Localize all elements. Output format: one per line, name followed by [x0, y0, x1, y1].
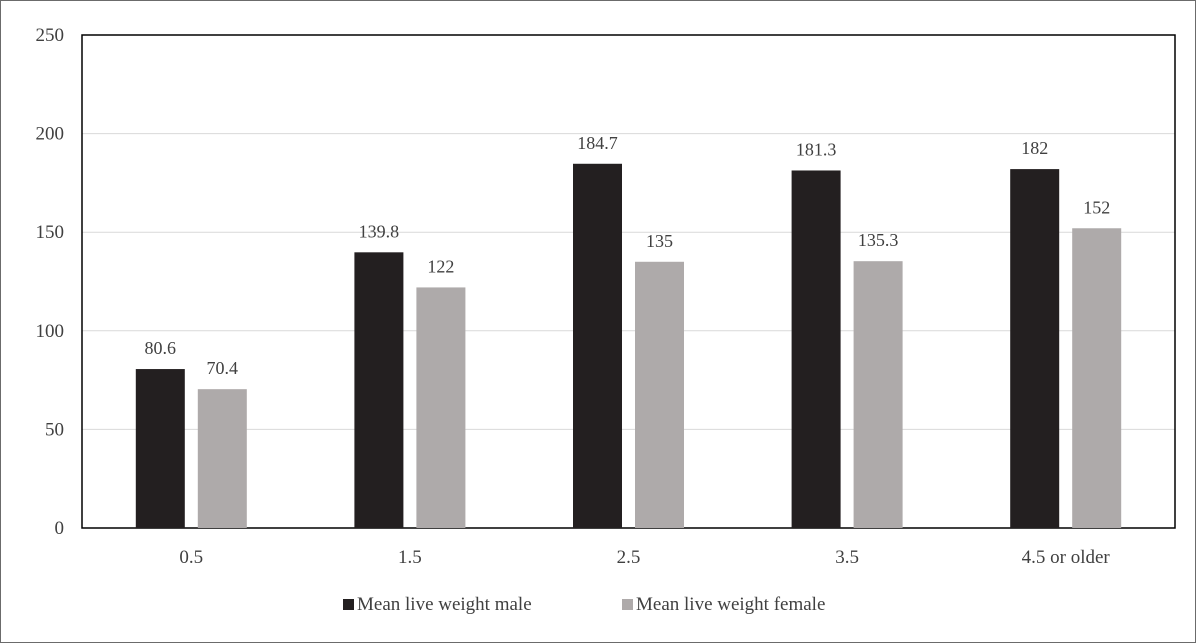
data-label: 135 [646, 231, 673, 251]
data-label: 80.6 [145, 338, 177, 358]
bar-male [354, 252, 404, 529]
legend-swatch [622, 599, 633, 610]
bar-female [1072, 228, 1122, 529]
bar-male [135, 369, 185, 528]
y-tick-label: 100 [36, 321, 65, 342]
legend-label: Mean live weight female [636, 594, 825, 615]
bar-female [416, 287, 466, 528]
x-tick-label: 4.5 or older [1022, 547, 1111, 568]
legend: Mean live weight male Mean live weight fe… [343, 594, 825, 615]
plot-area-border [81, 34, 1176, 529]
y-tick-label: 250 [36, 25, 65, 46]
bar-male [791, 170, 841, 529]
x-axis-ticks: 0.5 1.5 2.5 3.5 4.5 or older [179, 547, 1110, 568]
bar-male [1010, 169, 1060, 528]
x-tick-label: 0.5 [179, 547, 203, 568]
data-label: 184.7 [577, 133, 618, 153]
data-label: 70.4 [207, 358, 239, 378]
data-label: 122 [427, 256, 454, 276]
bar-female [853, 261, 903, 528]
legend-swatch [343, 599, 354, 610]
data-labels: 80.6 139.8 184.7 181.3 182 70.4 122 135 135.3 152 [145, 133, 1111, 378]
bar-female [197, 389, 247, 528]
x-tick-label: 2.5 [617, 547, 641, 568]
x-tick-label: 1.5 [398, 547, 422, 568]
legend-label: Mean live weight male [357, 594, 532, 615]
x-tick-label: 3.5 [835, 547, 859, 568]
data-label: 182 [1021, 138, 1048, 158]
y-axis-ticks: 0 50 100 150 200 250 [36, 25, 65, 539]
data-label: 135.3 [858, 230, 899, 250]
y-tick-label: 50 [45, 419, 64, 440]
bar-female [635, 261, 684, 528]
data-label: 139.8 [359, 221, 400, 241]
y-tick-label: 200 [36, 124, 65, 145]
gridlines [82, 133, 1175, 430]
data-label: 181.3 [796, 139, 837, 159]
bars [135, 163, 1122, 529]
bar-male [573, 163, 622, 528]
y-tick-label: 150 [36, 222, 65, 243]
y-tick-label: 0 [55, 518, 65, 539]
data-label: 152 [1083, 197, 1110, 217]
